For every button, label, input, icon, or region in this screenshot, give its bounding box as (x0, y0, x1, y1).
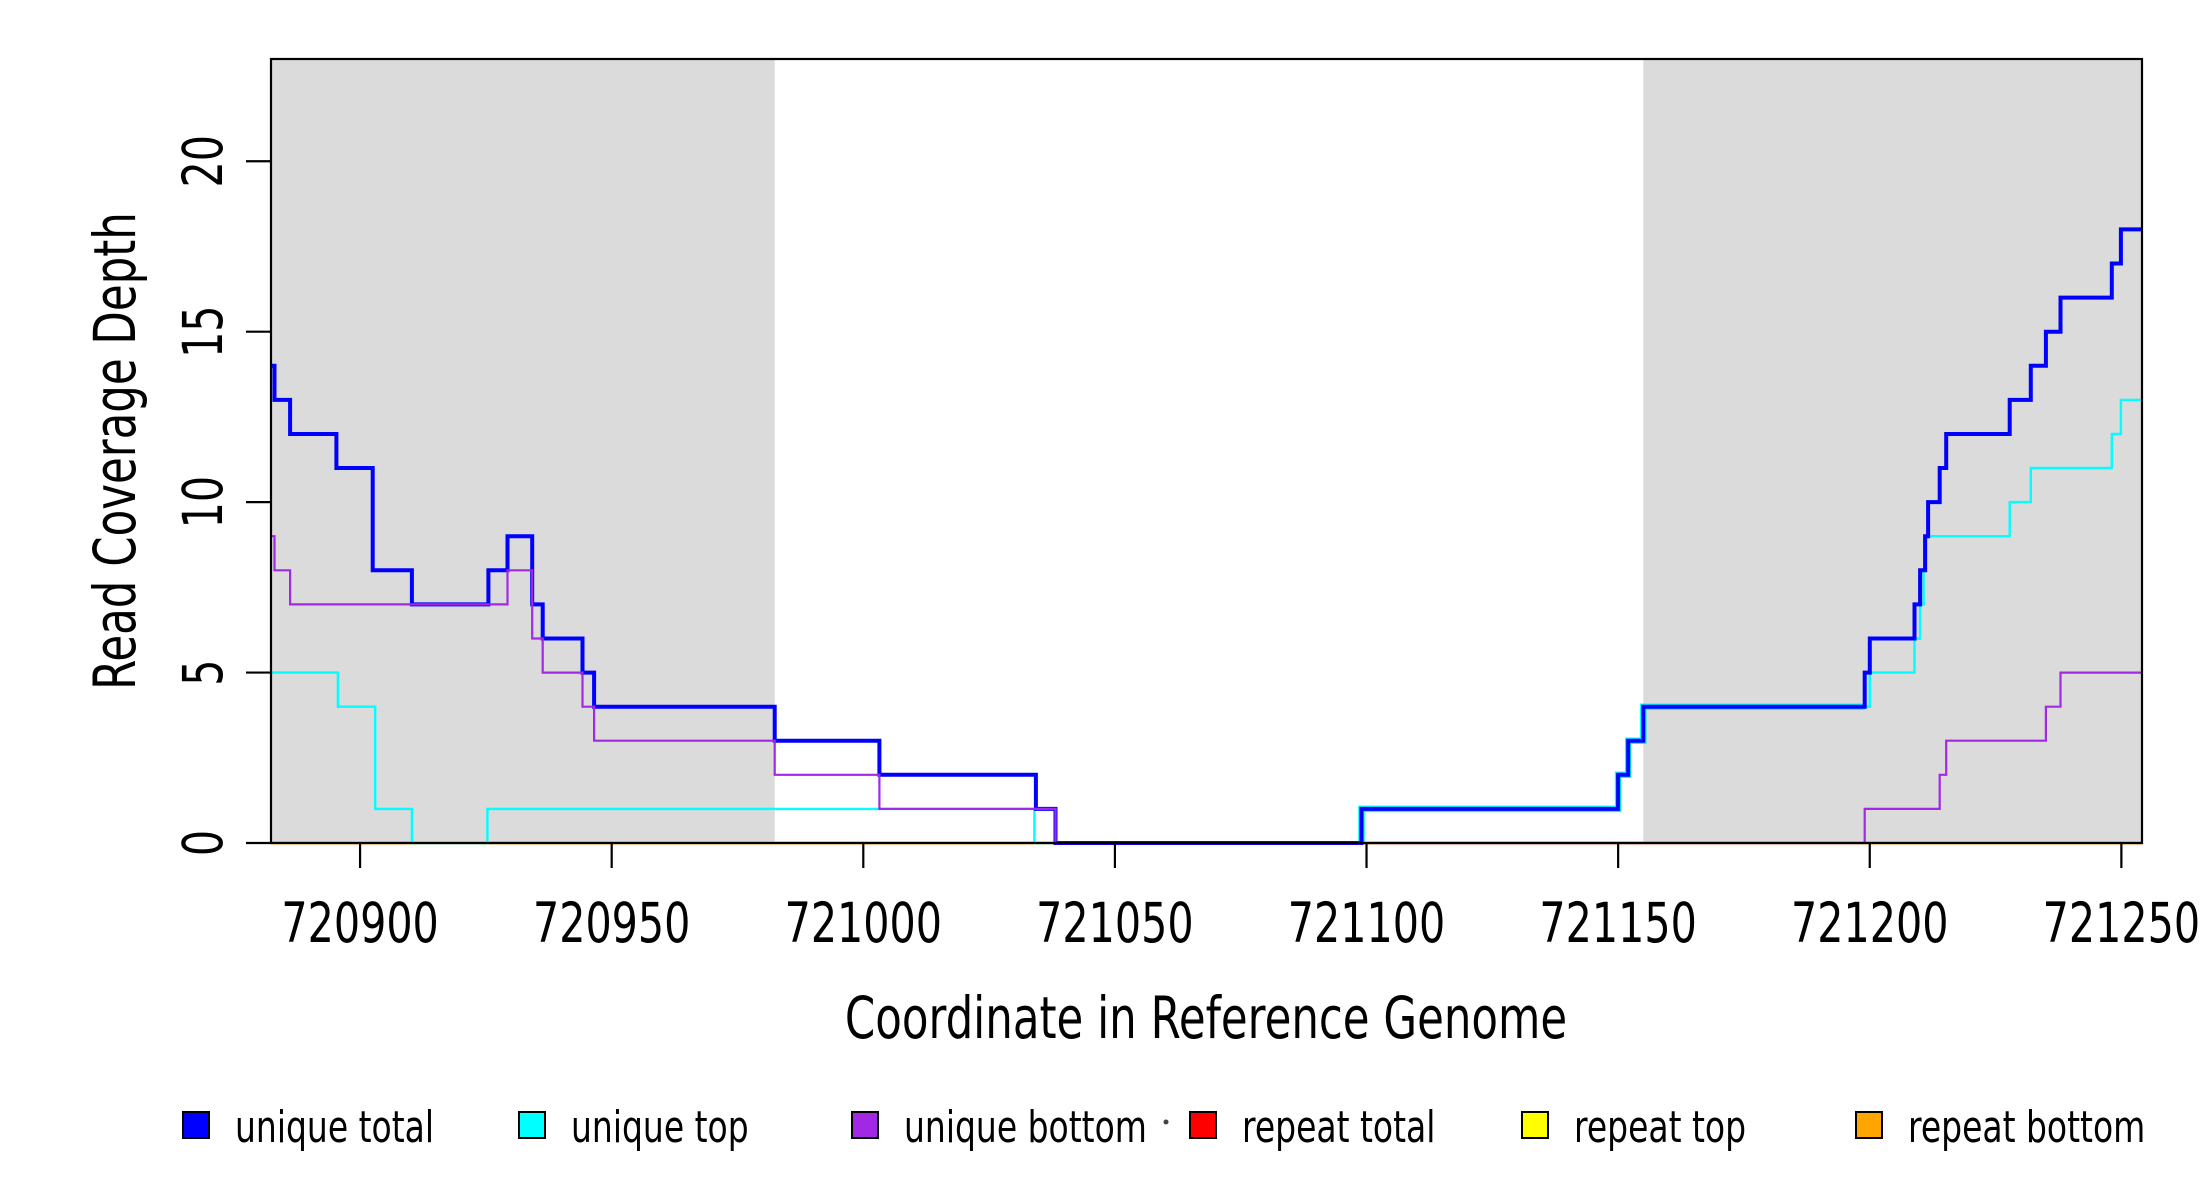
shaded-regions (271, 59, 2142, 843)
legend-swatch-unique-top-icon (518, 1111, 546, 1139)
y-tick-label: 10 (172, 476, 235, 528)
legend-swatch-unique-total-icon (182, 1111, 210, 1139)
legend-item-unique-total: unique total (182, 1102, 434, 1153)
y-axis: 0 5 10 15 20 (172, 135, 271, 856)
legend-swatch-repeat-total-icon (1189, 1111, 1217, 1139)
y-tick-label: 0 (172, 830, 235, 856)
legend-label: repeat top (1574, 1102, 1746, 1153)
legend-swatch-unique-bottom-icon (851, 1111, 879, 1139)
plot-box (269, 57, 2144, 845)
highlight-region-right-gray-band (1643, 59, 2142, 843)
x-tick-label: 721250 (2043, 892, 2200, 955)
legend-item-unique-bottom: unique bottom (851, 1102, 1147, 1153)
legend-label: unique total (235, 1102, 434, 1153)
legend-item-repeat-total: repeat total (1189, 1102, 1435, 1153)
series-line-unique-total (271, 227, 2142, 845)
x-axis: 720900 720950 721000 721050 721100 721150 7212… (281, 843, 2200, 956)
legend-label: unique bottom (904, 1102, 1147, 1153)
legend-stray-dot-artifact (1163, 1119, 1169, 1125)
legend-label: repeat total (1242, 1102, 1435, 1153)
x-tick-label: 721100 (1288, 892, 1445, 955)
x-tick-label: 721050 (1036, 892, 1193, 955)
legend-swatch-repeat-bottom-icon (1855, 1111, 1883, 1139)
x-axis-title: Coordinate in Reference Genome (845, 985, 1567, 1053)
legend-label: unique top (571, 1102, 749, 1153)
x-tick-label: 720950 (533, 892, 690, 955)
legend-item-repeat-top: repeat top (1521, 1102, 1746, 1153)
legend: unique total unique top unique bottom repea… (182, 1102, 2145, 1153)
y-axis-title: Read Coverage Depth (82, 212, 150, 690)
x-tick-label: 721200 (1791, 892, 1948, 955)
highlight-region-left-gray-band (271, 59, 775, 843)
legend-swatch-repeat-top-icon (1521, 1111, 1549, 1139)
legend-item-unique-top: unique top (518, 1102, 749, 1153)
legend-item-repeat-bottom: repeat bottom (1855, 1102, 2145, 1153)
y-tick-label: 20 (172, 135, 235, 187)
legend-label: repeat bottom (1908, 1102, 2145, 1153)
series-line-unique-bottom (271, 535, 2142, 845)
x-tick-label: 721150 (1539, 892, 1696, 955)
y-tick-label: 15 (172, 305, 235, 357)
x-tick-label: 721000 (785, 892, 942, 955)
x-tick-label: 720900 (281, 892, 438, 955)
y-tick-label: 5 (172, 659, 235, 685)
